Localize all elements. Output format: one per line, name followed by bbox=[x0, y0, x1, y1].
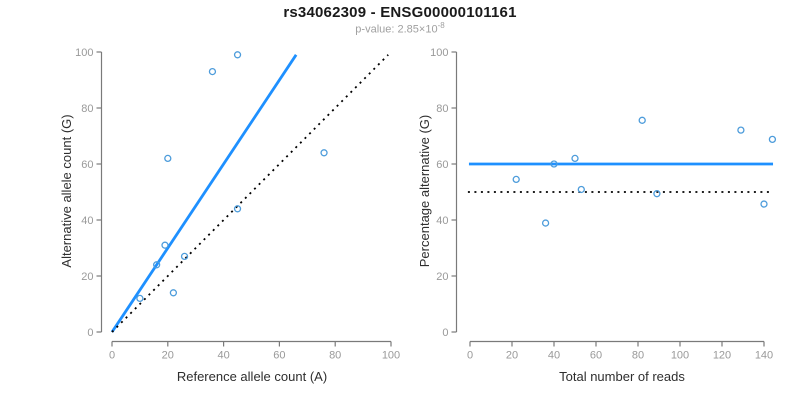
p-value-exponent: -8 bbox=[437, 21, 445, 30]
data-point bbox=[169, 289, 178, 297]
y-tick-label: 100 bbox=[75, 47, 93, 59]
left-x-axis-label: Reference allele count (A) bbox=[176, 369, 328, 384]
y-tick-label: 60 bbox=[81, 159, 93, 171]
x-tick-label: 140 bbox=[755, 350, 773, 362]
y-tick-label: 60 bbox=[436, 159, 448, 171]
data-point bbox=[164, 154, 172, 163]
data-point bbox=[737, 126, 745, 134]
x-tick-label: 0 bbox=[109, 350, 115, 362]
x-tick-label: 80 bbox=[329, 350, 341, 362]
right-y-axis-label: Percentage alternative (G) bbox=[417, 114, 432, 268]
identity-line bbox=[111, 54, 389, 333]
right-x-axis-label: Total number of reads bbox=[559, 369, 685, 384]
regression-line bbox=[110, 54, 298, 333]
data-point bbox=[512, 175, 520, 184]
data-point bbox=[760, 200, 768, 208]
data-point bbox=[550, 160, 558, 168]
y-tick-label: 40 bbox=[436, 215, 448, 227]
data-point bbox=[638, 116, 646, 124]
data-point bbox=[136, 294, 144, 303]
x-tick-label: 60 bbox=[273, 350, 285, 362]
data-point bbox=[208, 67, 217, 76]
data-point bbox=[571, 154, 579, 163]
x-tick-label: 40 bbox=[217, 350, 229, 362]
allele-count-scatter-plot: 0 20 40 60 80 100 0 20 40 60 80 100 bbox=[75, 47, 400, 362]
y-tick-label: 20 bbox=[436, 271, 448, 283]
data-point bbox=[161, 241, 169, 249]
y-tick-label: 0 bbox=[87, 327, 93, 339]
figure-subtitle: p-value: 2.85×10-8 bbox=[0, 21, 800, 36]
data-point bbox=[768, 135, 777, 144]
x-tick-label: 20 bbox=[506, 350, 518, 362]
p-value-text: p-value: 2.85×10 bbox=[355, 23, 438, 36]
x-tick-label: 100 bbox=[671, 350, 689, 362]
data-point bbox=[320, 149, 328, 157]
y-tick-label: 80 bbox=[436, 103, 448, 115]
data-point bbox=[233, 205, 242, 213]
data-point bbox=[653, 190, 661, 198]
x-tick-label: 60 bbox=[590, 350, 602, 362]
x-tick-label: 100 bbox=[382, 350, 400, 362]
x-tick-label: 20 bbox=[162, 350, 174, 362]
y-tick-label: 80 bbox=[81, 103, 93, 115]
data-point bbox=[577, 185, 585, 194]
figure-title: rs34062309 - ENSG00000101161 bbox=[283, 4, 517, 21]
percentage-reads-scatter-plot: 0 20 40 60 80 100 0 20 40 60 80 100 120 140 bbox=[430, 47, 777, 362]
y-tick-label: 20 bbox=[81, 271, 93, 283]
data-point bbox=[541, 219, 550, 227]
x-tick-label: 40 bbox=[548, 350, 560, 362]
data-point bbox=[233, 51, 242, 59]
x-tick-label: 0 bbox=[467, 350, 473, 362]
x-tick-label: 80 bbox=[632, 350, 644, 362]
y-tick-label: 40 bbox=[81, 215, 93, 227]
y-tick-label: 100 bbox=[430, 47, 448, 59]
data-point bbox=[180, 252, 189, 261]
left-y-axis-label: Alternative allele count (G) bbox=[59, 114, 74, 268]
data-point bbox=[152, 261, 161, 269]
y-tick-label: 0 bbox=[442, 327, 448, 339]
x-tick-label: 120 bbox=[713, 350, 731, 362]
